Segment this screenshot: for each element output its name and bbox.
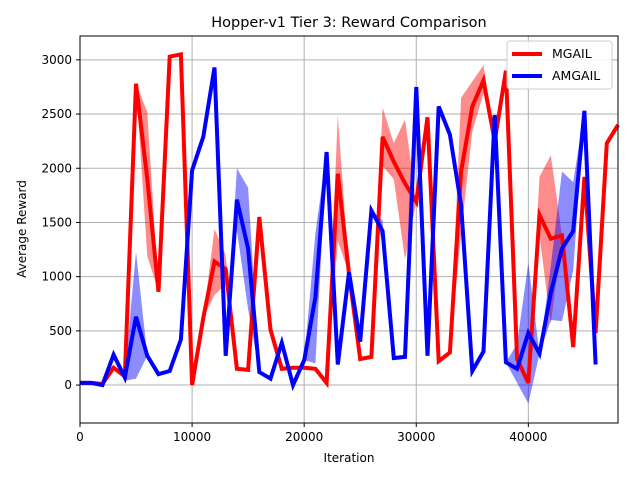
legend-label-amgail: AMGAIL [552,68,600,83]
x-tick-label: 30000 [397,430,435,444]
y-tick-label: 500 [49,324,72,338]
y-tick-label: 2500 [41,107,72,121]
x-tick-label: 20000 [285,430,323,444]
plot-frame [79,35,619,424]
x-tick-label: 0 [76,430,84,444]
y-tick-label: 1500 [41,215,72,229]
legend: MGAIL AMGAIL [506,40,613,90]
y-axis-title: Average Reward [15,180,29,278]
axis-ticks: 0 10000 20000 30000 40000 0 500 1000 1500 2000 250… [41,53,547,444]
confidence-bands [80,54,618,404]
x-tick-label: 10000 [173,430,211,444]
grid-lines [79,36,618,423]
y-tick-label: 2000 [41,161,72,175]
y-tick-label: 1000 [41,270,72,284]
x-tick-label: 40000 [509,430,547,444]
legend-label-mgail: MGAIL [552,46,592,61]
series-lines [80,51,620,392]
amgail-band [80,67,596,404]
x-axis-title: Iteration [324,451,375,465]
y-tick-label: 0 [64,378,72,392]
amgail-line [80,67,598,392]
y-tick-label: 3000 [41,53,72,67]
chart-title: Hopper-v1 Tier 3: Reward Comparison [211,15,486,31]
